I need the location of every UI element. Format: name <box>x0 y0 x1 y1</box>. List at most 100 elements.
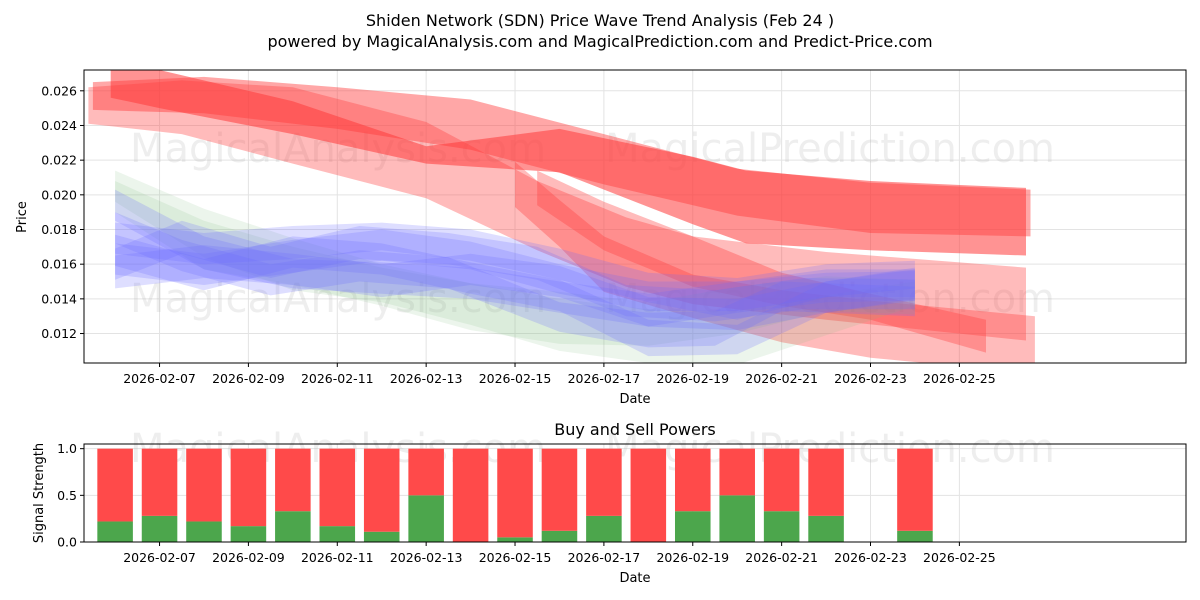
red-wave-band <box>88 80 1026 341</box>
sell-bar <box>586 448 622 516</box>
price-y-axis-label: Price <box>15 201 30 233</box>
price-x-axis-label: Date <box>619 392 650 407</box>
price-plot-frame <box>83 69 1187 364</box>
blue-wave-band <box>115 212 915 348</box>
red-wave-band <box>537 170 986 353</box>
chart-title: Shiden Network (SDN) Price Wave Trend An… <box>366 11 834 30</box>
sell-bar <box>497 448 533 538</box>
sell-bar <box>719 448 755 496</box>
buy-bar <box>674 511 711 542</box>
buy-bar <box>186 521 222 542</box>
blue-wave-band <box>115 220 915 322</box>
signal-x-tick-label: 2026-02-25 <box>923 550 996 565</box>
buy-bar <box>497 537 533 542</box>
chart-subtitle: powered by MagicalAnalysis.com and Magic… <box>267 32 932 51</box>
red-wave-band <box>110 70 1026 256</box>
signal-y-axis-label: Signal Strength <box>32 443 47 543</box>
sell-bar <box>897 448 933 531</box>
blue-wave-band <box>115 245 915 331</box>
buy-bar <box>763 511 800 542</box>
signal-x-ticks: 2026-02-07 2026-02-09 2026-02-11 2026-02-13… <box>123 542 996 565</box>
price-x-tick-label: 2026-02-23 <box>834 371 907 386</box>
signal-x-tick-label: 2026-02-19 <box>656 550 729 565</box>
watermark-right-lower: MagicalPrediction.com <box>605 276 1055 322</box>
sell-bar <box>630 448 667 542</box>
blue-wave-band <box>115 189 915 327</box>
signal-plot-frame <box>83 443 1187 543</box>
price-y-tick-label: 0.012 <box>41 326 77 341</box>
price-y-tick-label: 0.018 <box>41 222 77 237</box>
price-y-tick-label: 0.014 <box>41 291 77 306</box>
red-wave-band <box>515 161 1035 363</box>
signal-x-tick-label: 2026-02-13 <box>390 550 463 565</box>
price-x-tick-label: 2026-02-25 <box>923 371 996 386</box>
signal-x-tick-label: 2026-02-17 <box>568 550 641 565</box>
sell-bar <box>763 448 800 512</box>
buy-bar <box>541 530 578 542</box>
sell-bar <box>319 448 356 527</box>
price-bands <box>88 70 1035 363</box>
signal-y-tick-label: 1.0 <box>57 441 77 456</box>
sell-bar <box>275 448 311 512</box>
signal-x-tick-label: 2026-02-11 <box>301 550 374 565</box>
price-y-tick-label: 0.024 <box>41 118 77 133</box>
buy-bar <box>808 515 844 542</box>
buy-bar <box>141 515 178 542</box>
price-x-tick-label: 2026-02-13 <box>390 371 463 386</box>
price-x-tick-label: 2026-02-19 <box>656 371 729 386</box>
price-y-tick-label: 0.020 <box>41 187 77 202</box>
signal-x-tick-label: 2026-02-23 <box>834 550 907 565</box>
price-x-tick-label: 2026-02-17 <box>568 371 641 386</box>
buy-bar <box>275 511 311 542</box>
price-x-tick-label: 2026-02-09 <box>212 371 285 386</box>
price-x-tick-label: 2026-02-07 <box>123 371 196 386</box>
price-x-tick-label: 2026-02-21 <box>745 371 818 386</box>
blue-wave-band <box>115 229 915 311</box>
signal-chart-title: Buy and Sell Powers <box>554 420 716 439</box>
sell-bar <box>141 448 178 516</box>
signal-x-tick-label: 2026-02-21 <box>745 550 818 565</box>
sell-bar <box>363 448 400 532</box>
signal-y-ticks: 0.0 0.5 1.0 <box>57 441 84 550</box>
buy-bar <box>719 495 755 542</box>
price-x-ticks: 2026-02-07 2026-02-09 2026-02-11 2026-02-13… <box>123 363 996 386</box>
buy-bar <box>230 526 267 542</box>
sell-bar <box>452 448 489 542</box>
price-x-tick-label: 2026-02-11 <box>301 371 374 386</box>
buy-bar <box>586 515 622 542</box>
buy-bar <box>897 530 933 542</box>
price-x-tick-label: 2026-02-15 <box>479 371 552 386</box>
signal-x-axis-label: Date <box>619 571 650 586</box>
price-y-tick-label: 0.016 <box>41 257 77 272</box>
buy-bar <box>363 531 400 542</box>
sell-bar <box>230 448 267 527</box>
sell-bar <box>186 448 222 522</box>
price-y-ticks: 0.012 0.014 0.016 0.018 0.020 0.022 0.024 0.026 <box>41 83 84 341</box>
signal-y-tick-label: 0.5 <box>57 488 77 503</box>
sell-bar <box>97 448 133 522</box>
sell-bar <box>541 448 578 531</box>
signal-bars <box>97 448 933 542</box>
price-y-tick-label: 0.022 <box>41 153 77 168</box>
signal-y-tick-label: 0.0 <box>57 535 77 550</box>
sell-bar <box>674 448 711 512</box>
signal-chart: Buy and Sell Powers MagicalAnalysis.com … <box>32 420 1187 586</box>
price-chart: MagicalAnalysis.com MagicalPrediction.co… <box>15 69 1187 407</box>
red-wave-band <box>92 76 1031 237</box>
green-wave-band <box>115 181 915 346</box>
buy-bar <box>319 526 356 542</box>
green-wave-band <box>115 170 915 363</box>
signal-x-tick-label: 2026-02-07 <box>123 550 196 565</box>
sell-bar <box>408 448 444 496</box>
signal-x-tick-label: 2026-02-09 <box>212 550 285 565</box>
sell-bar <box>808 448 844 516</box>
buy-bar <box>97 521 133 542</box>
watermark-left-lower: MagicalAnalysis.com <box>130 276 546 322</box>
price-y-tick-label: 0.026 <box>41 83 77 98</box>
blue-wave-band <box>115 222 915 320</box>
buy-bar <box>408 495 444 542</box>
blue-wave-band <box>115 234 915 357</box>
signal-x-tick-label: 2026-02-15 <box>479 550 552 565</box>
